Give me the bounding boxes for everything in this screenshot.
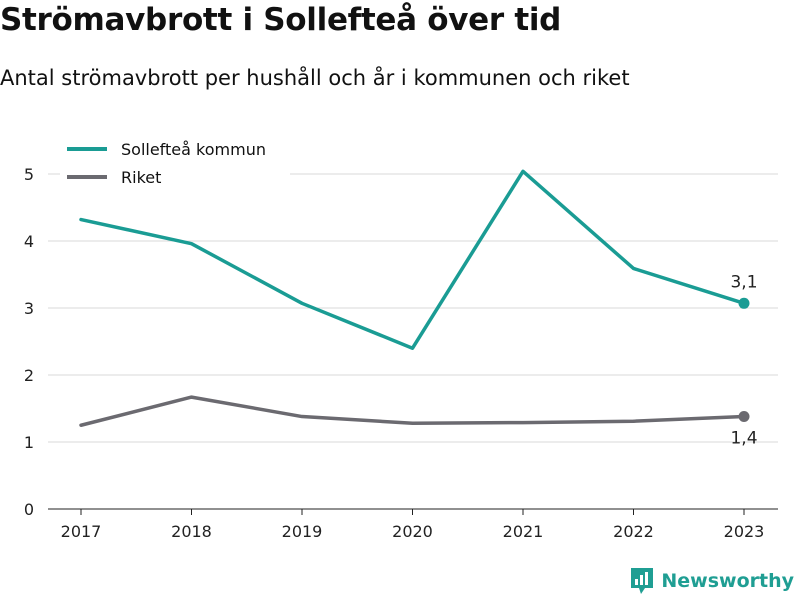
y-tick-label: 5	[24, 165, 34, 184]
series-end-label-1: 1,4	[730, 429, 757, 449]
series-line-0	[79, 169, 746, 350]
y-axis-ticks: 0 1 2 3 4 5	[24, 165, 34, 519]
gridlines	[48, 173, 778, 443]
legend-label-0: Sollefteå kommun	[121, 140, 266, 159]
y-tick-label: 0	[24, 500, 34, 519]
series-end-point-1	[738, 411, 750, 423]
x-tick-label: 2018	[171, 522, 212, 541]
y-tick-label: 2	[24, 366, 34, 385]
legend-background	[60, 136, 290, 190]
x-tick-label: 2017	[61, 522, 102, 541]
x-tick-label: 2020	[392, 522, 433, 541]
series-lines: 3,1 1,4	[79, 169, 758, 449]
series-end-point-0	[738, 297, 750, 309]
x-tick-label: 2023	[724, 522, 765, 541]
y-tick-label: 3	[24, 299, 34, 318]
brand-name: Newsworthy	[661, 570, 794, 592]
series-end-label-0: 3,1	[730, 272, 757, 292]
series-line-1	[79, 395, 746, 427]
y-tick-label: 1	[24, 433, 34, 452]
newsworthy-logo-icon	[631, 568, 654, 594]
y-tick-label: 4	[24, 232, 34, 251]
chart-subtitle: Antal strömavbrott per hushåll och år i …	[0, 66, 630, 90]
legend: Sollefteå kommun Riket	[60, 136, 290, 190]
x-tick-label: 2019	[282, 522, 323, 541]
chart-title: Strömavbrott i Sollefteå över tid	[0, 2, 562, 38]
legend-label-1: Riket	[121, 168, 161, 187]
x-tick-label: 2022	[613, 522, 654, 541]
brand-logo: Newsworthy	[629, 566, 794, 596]
x-axis: 2017 2018 2019 2020 2021 2022 2023	[48, 508, 778, 541]
x-tick-label: 2021	[503, 522, 544, 541]
